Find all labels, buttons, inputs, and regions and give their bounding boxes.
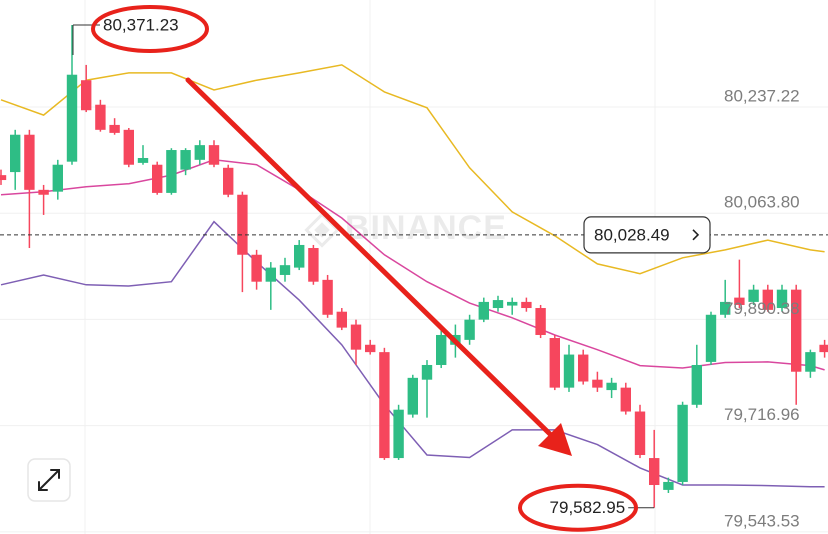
- candle-body: [251, 254, 262, 282]
- candle-body: [720, 301, 731, 315]
- candles: [0, 24, 828, 508]
- min-marker-label: 79,582.95: [550, 498, 626, 517]
- candle-body: [95, 104, 106, 130]
- candle-body: [705, 314, 717, 362]
- watermark-logo: [304, 212, 340, 248]
- candle-body: [507, 301, 518, 306]
- candle-body: [336, 311, 347, 328]
- candle-body: [109, 124, 120, 133]
- candle-body: [52, 164, 63, 192]
- candle-body: [10, 134, 21, 173]
- candle-body: [38, 189, 49, 195]
- candle-body: [0, 175, 7, 181]
- candle-body: [649, 458, 660, 486]
- extreme-markers: 80,371.23 79,582.95: [72, 4, 655, 532]
- arrow-shaft: [185, 77, 556, 440]
- y-tick-label: 79,890.38: [724, 299, 800, 318]
- candle-body: [663, 481, 674, 490]
- candle-body: [492, 300, 504, 309]
- candle-body: [265, 267, 276, 282]
- watermark-text: BINANCE: [345, 209, 507, 247]
- candle-body: [365, 344, 376, 353]
- candle-body: [393, 409, 404, 459]
- candle-body: [137, 157, 149, 163]
- candle-body: [407, 377, 418, 415]
- trend-arrow: [185, 77, 572, 456]
- current-price-box: [583, 216, 711, 254]
- watermark: BINANCE: [304, 209, 507, 248]
- candle-body: [208, 145, 220, 165]
- candle-body: [223, 167, 234, 195]
- candle-body: [24, 134, 35, 190]
- candle-body: [634, 411, 646, 456]
- y-tick-label: 79,543.53: [724, 511, 800, 530]
- expand-button[interactable]: [27, 458, 71, 502]
- candle-body: [578, 354, 589, 382]
- candle-body: [237, 194, 248, 255]
- candle-body: [734, 297, 745, 305]
- candle-body: [819, 344, 828, 353]
- expand-icon: [38, 469, 60, 491]
- candle-body: [805, 352, 816, 372]
- y-tick-label: 80,237.22: [724, 87, 800, 106]
- y-tick-label: 79,716.96: [724, 405, 800, 424]
- candle-body: [350, 324, 362, 350]
- candle-body: [166, 150, 177, 193]
- candle-body: [762, 289, 773, 310]
- candle-body: [776, 289, 788, 309]
- max-marker-label: 80,371.23: [103, 15, 179, 34]
- candle-body: [436, 334, 447, 365]
- candle-body: [294, 244, 305, 268]
- current-price: 80,028.49: [0, 216, 828, 254]
- candle-body: [379, 352, 390, 459]
- band-line: [0, 159, 825, 371]
- candle-body: [748, 289, 759, 302]
- candle-body: [478, 301, 489, 320]
- grid: [0, 106, 828, 533]
- candle-body: [592, 379, 603, 388]
- candle-body: [81, 80, 92, 111]
- chevron-icon: [692, 229, 700, 241]
- candle-body: [180, 150, 191, 170]
- min-highlight: [518, 483, 638, 532]
- candle-body: [677, 404, 688, 482]
- candle-body: [606, 382, 617, 391]
- max-highlight: [91, 4, 209, 53]
- candle-body: [521, 301, 532, 309]
- candle-body: [563, 354, 575, 388]
- candle-body: [535, 308, 546, 335]
- candle-body: [322, 279, 333, 315]
- candle-body: [194, 145, 205, 160]
- y-tick-label: 80,063.80: [724, 193, 800, 212]
- candle-body: [791, 289, 802, 372]
- candle-body: [66, 74, 78, 162]
- candle-body: [421, 364, 433, 380]
- candle-body: [549, 338, 560, 388]
- arrow-head: [538, 423, 572, 456]
- current-price-label: 80,028.49: [594, 225, 670, 244]
- candle-body: [123, 129, 134, 165]
- bands: [0, 64, 825, 488]
- candle-body: [620, 387, 631, 412]
- axis-labels: 80,237.22 80,063.80 79,890.38 79,716.96 79,5…: [724, 87, 800, 531]
- candle-body: [691, 364, 702, 405]
- band-line: [0, 64, 825, 275]
- candle-body: [464, 319, 475, 340]
- candle-body: [152, 164, 163, 193]
- candle-body: [308, 248, 319, 282]
- band-line: [0, 220, 825, 488]
- candle-body: [279, 265, 291, 275]
